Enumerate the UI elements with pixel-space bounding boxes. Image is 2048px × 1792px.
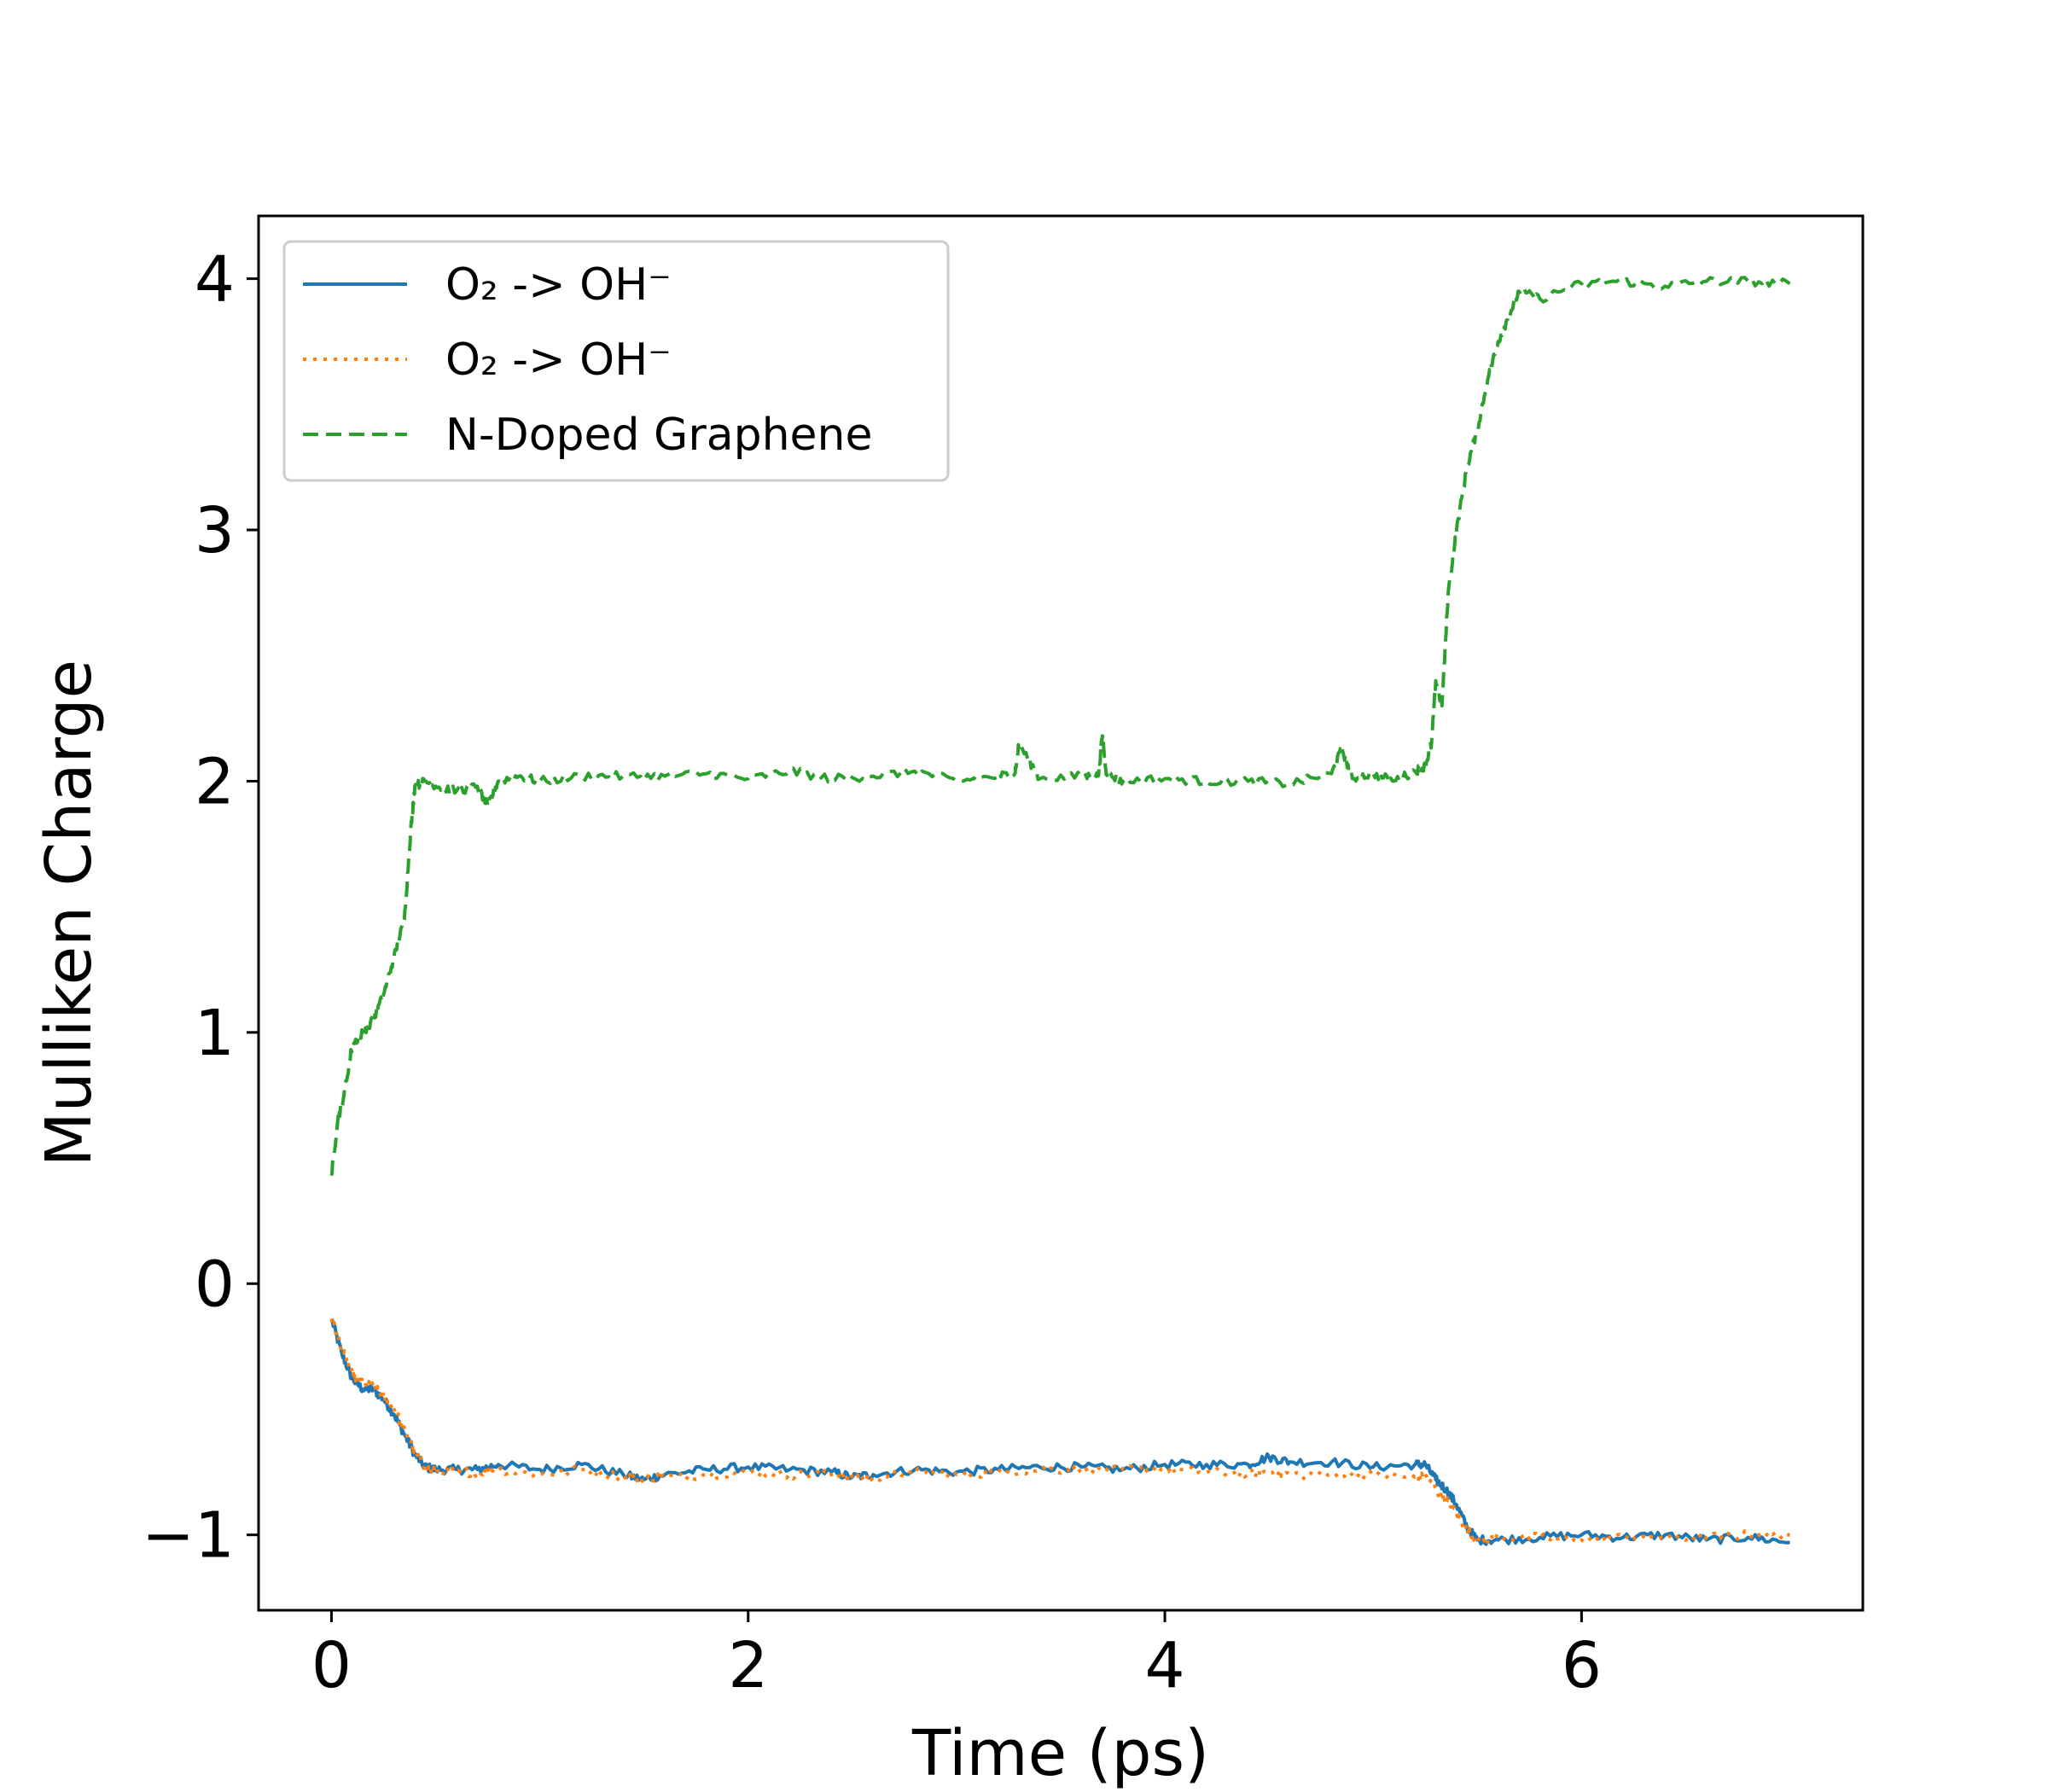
series-line-1	[329, 1318, 1790, 1546]
y-axis-title: Mulliken Charge	[32, 660, 106, 1167]
y-tick-label: 3	[195, 494, 235, 567]
legend: O₂ -> OH⁻ O₂ -> OH⁻ N-Doped Graphene	[282, 240, 950, 482]
plot-frame	[257, 214, 1865, 1612]
ticks-layer: 0 2 4 6 −1 0 1 2 3 4	[142, 243, 1602, 1702]
series-layer	[329, 276, 1791, 1546]
y-tick-label: 2	[195, 745, 235, 818]
series-line-2	[329, 1318, 1790, 1545]
legend-box	[282, 240, 950, 482]
x-axis-title: Time (ps)	[911, 1717, 1209, 1790]
legend-label: N-Doped Graphene	[445, 410, 873, 461]
x-tick-label: 6	[1562, 1629, 1602, 1702]
y-tick-label: 4	[195, 243, 235, 317]
x-tick-label: 0	[311, 1629, 352, 1702]
series-line-3	[329, 276, 1791, 1177]
y-tick-label: −1	[142, 1499, 235, 1573]
x-tick-label: 4	[1145, 1629, 1185, 1702]
legend-label: O₂ -> OH⁻	[445, 259, 672, 311]
y-tick-label: 0	[195, 1248, 235, 1321]
x-tick-label: 2	[728, 1629, 768, 1702]
y-tick-label: 1	[195, 997, 235, 1070]
legend-label: O₂ -> OH⁻	[445, 335, 672, 386]
